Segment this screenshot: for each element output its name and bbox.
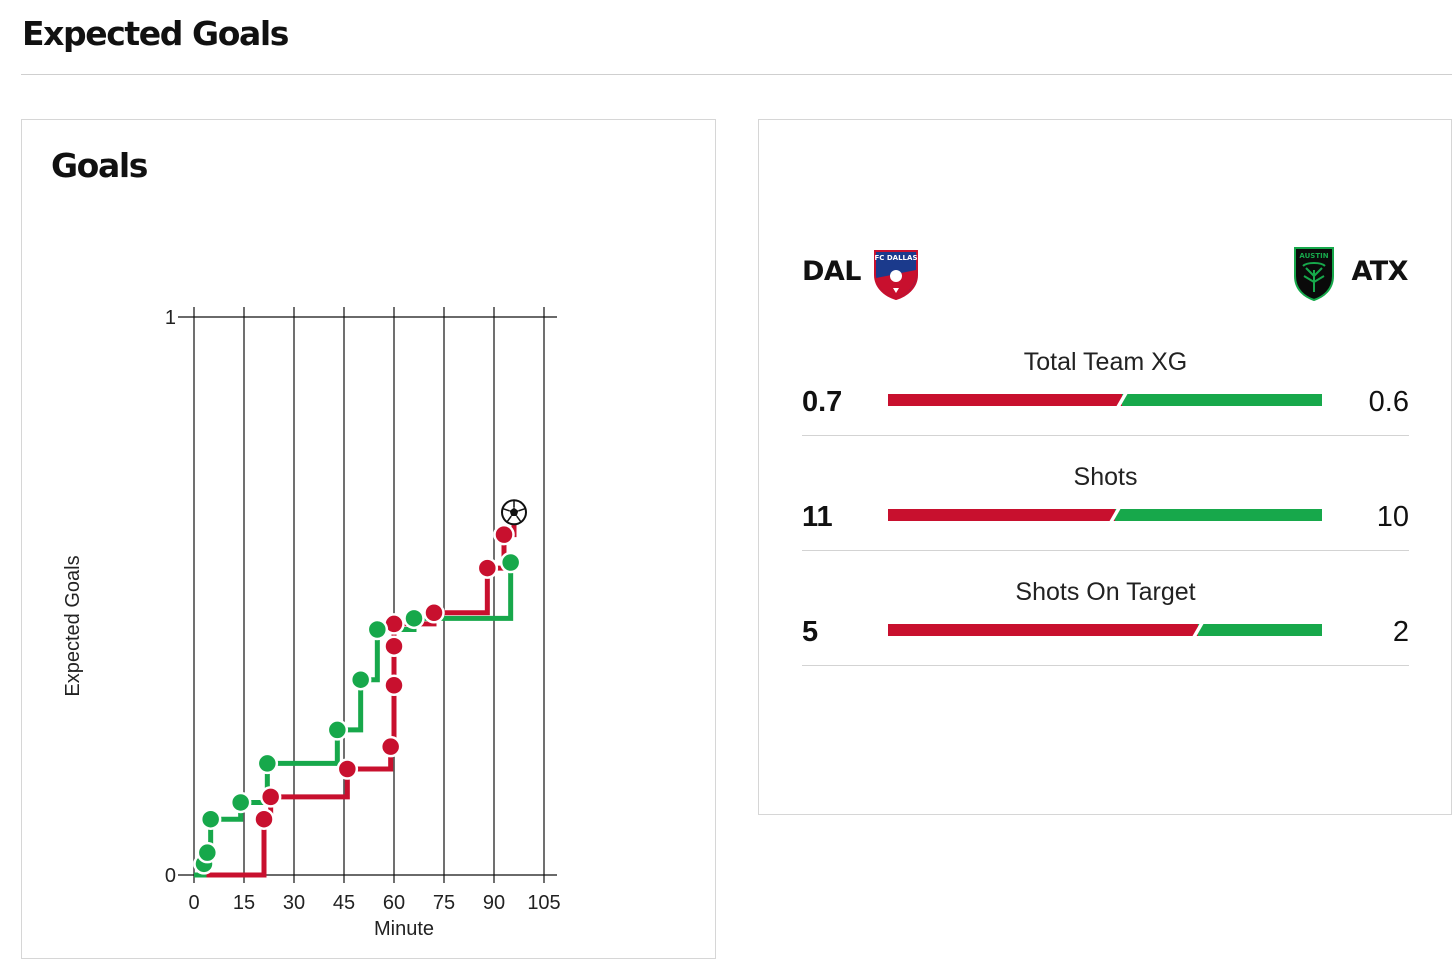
shot-marker-atx [349,668,372,691]
shot-marker-dal [253,808,275,830]
stat-label: Shots On Target [1015,578,1196,606]
stat-divider [802,435,1409,436]
shot-marker-atx [229,791,252,814]
stat-home-value: 5 [802,616,819,648]
bar-home-share [888,624,1198,636]
goal-ball-pentagon [509,507,519,517]
bar-home-share [888,509,1115,521]
stat-home-value: 0.7 [802,386,843,418]
shot-marker-atx [499,551,522,574]
shot-marker-dal [476,557,499,579]
goal-ball-seam [518,507,526,512]
shot-marker-dal [379,735,402,758]
x-tick-label: 90 [483,892,505,914]
stat-away-value: 0.6 [1368,386,1409,418]
shot-marker-dal [383,674,405,697]
x-tick-label: 30 [283,892,305,914]
shot-marker-dal [259,786,282,808]
series-line-dal [194,509,521,878]
shot-marker-dal [423,601,445,624]
bar-away-share [1198,624,1322,636]
stat-away-value: 10 [1376,501,1409,533]
shot-marker-dal [493,523,515,546]
x-axis-title: Minute [374,918,434,940]
shot-marker-atx [326,719,349,741]
stat-label: Shots [1073,463,1138,491]
shot-marker-dal [336,758,359,780]
goals-card: Goals 0 15 30 45 60 75 90 105 0 1 Minute Expected G… [21,119,716,959]
x-tick-label: 45 [333,892,355,914]
stat-row-shots-on-target: Shots On Target 5 2 [802,578,1409,693]
austin-fc-crest-icon: AUSTIN [1294,247,1334,302]
bar-away-share [1115,509,1322,521]
x-tick-label: 0 [188,892,199,914]
bar-away-share [1122,394,1322,406]
xg-chart: 0 15 30 45 60 75 90 105 0 1 Minute Expected Goals [62,307,561,940]
title-divider [21,74,1452,75]
shot-marker-atx [199,808,222,830]
y-tick-label: 0 [165,865,176,887]
bar-home-share [888,394,1122,406]
shot-marker-atx [256,752,279,775]
goal-ball-seam [516,515,522,523]
stat-divider [802,665,1409,666]
goal-ball-seam [502,507,510,512]
goal-ball-seam [506,515,512,523]
stat-comparison-bar [888,624,1322,636]
team-stats-card: DAL FC DALLAS AUSTIN ATX Total Team XG 0… [758,119,1452,815]
crest-text: FC DALLAS [875,254,918,262]
crest-text: AUSTIN [1299,252,1328,260]
stat-home-value: 11 [802,501,833,533]
stat-label: Total Team XG [1023,348,1188,376]
shot-marker-atx [366,618,389,641]
x-tick-label: 75 [433,892,455,914]
x-tick-label: 15 [233,892,255,914]
fc-dallas-crest-icon: FC DALLAS [874,250,918,300]
stat-row-total-xg: Total Team XG 0.7 0.6 [802,348,1409,463]
stat-comparison-bar [888,509,1322,521]
stat-divider [802,550,1409,551]
series-line-atx [194,560,521,878]
home-team-abbr: DAL [802,256,862,287]
page-title: Expected Goals [22,14,289,53]
stat-away-value: 2 [1392,616,1409,648]
stat-row-shots: Shots 11 10 [802,463,1409,578]
away-team-abbr: ATX [1351,256,1408,287]
stat-comparison-bar [888,394,1322,406]
shot-marker-atx [196,841,219,864]
shot-marker-dal [383,635,405,657]
y-axis-title: Expected Goals [62,555,84,696]
y-tick-label: 1 [165,307,176,329]
x-tick-label: 60 [383,892,405,914]
card-title: Goals [51,146,148,185]
x-tick-label: 105 [527,892,560,914]
shot-marker-atx [403,607,425,630]
